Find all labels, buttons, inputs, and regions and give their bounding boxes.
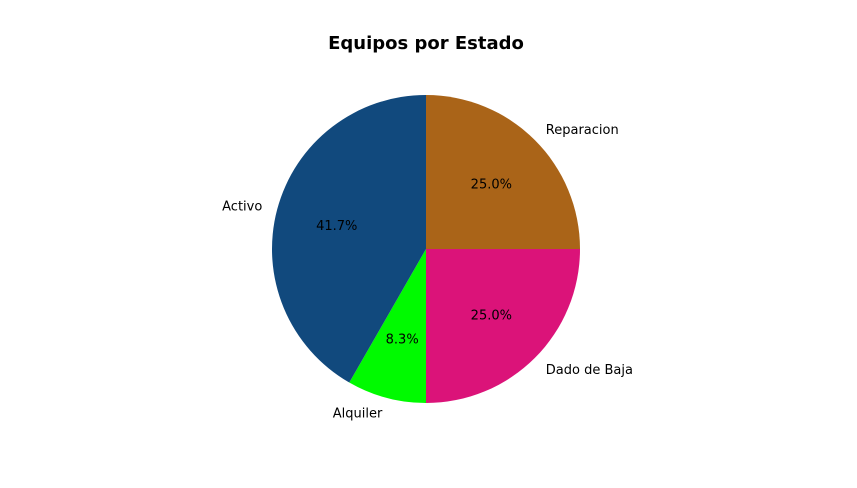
slice-pct-activo: 41.7% xyxy=(316,219,357,234)
slice-pct-reparacion: 25.0% xyxy=(471,178,512,193)
pie-slices xyxy=(271,95,580,403)
slice-label-reparacion: Reparacion xyxy=(546,123,619,138)
slice-label-dado-de-baja: Dado de Baja xyxy=(546,363,633,378)
chart-title: Equipos por Estado xyxy=(328,33,524,54)
pie-slice-alquiler xyxy=(349,249,426,403)
slice-pct-dado-de-baja: 25.0% xyxy=(471,308,512,323)
pie-slice-activo xyxy=(271,95,426,383)
pie-labels: Reparacion 25.0% Dado de Baja 25.0% Alquiler… xyxy=(222,123,633,421)
pie-slice-reparacion xyxy=(426,95,580,249)
slice-label-activo: Activo xyxy=(222,199,262,214)
slice-label-alquiler: Alquiler xyxy=(333,407,383,422)
pie-slice-dado-de-baja xyxy=(426,249,580,403)
slice-pct-alquiler: 8.3% xyxy=(386,332,419,347)
